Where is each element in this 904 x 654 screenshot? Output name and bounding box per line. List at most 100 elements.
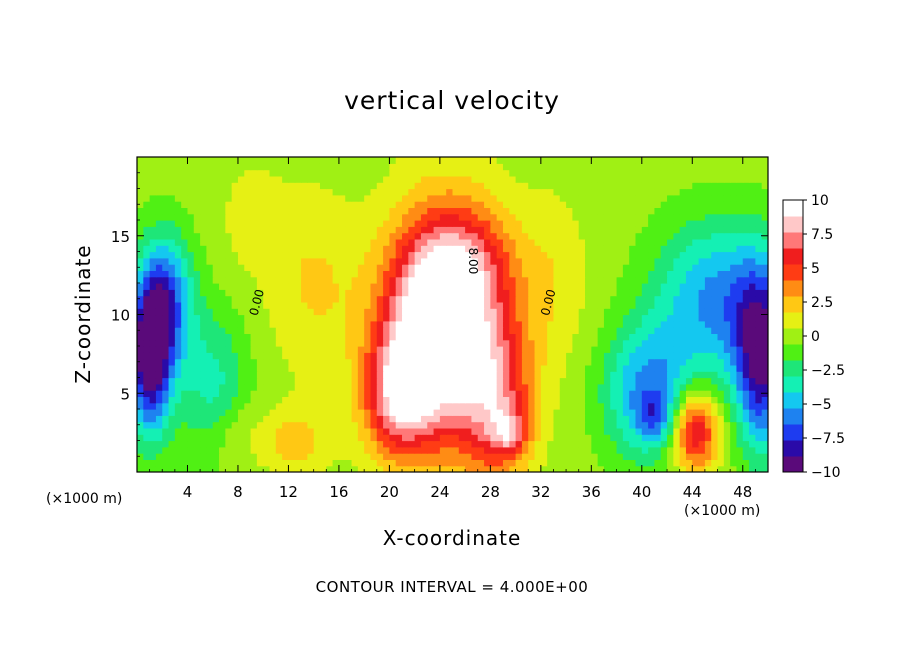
heatmap-cell	[439, 446, 447, 454]
heatmap-cell	[603, 364, 611, 372]
heatmap-cell	[597, 301, 605, 309]
heatmap-cell	[319, 157, 327, 164]
heatmap-cell	[395, 421, 403, 429]
heatmap-cell	[692, 301, 700, 309]
heatmap-cell	[275, 333, 283, 341]
heatmap-cell	[502, 295, 510, 303]
heatmap-cell	[685, 301, 693, 309]
heatmap-cell	[225, 220, 233, 227]
heatmap-cell	[237, 270, 245, 278]
heatmap-cell	[237, 188, 245, 196]
heatmap-cell	[509, 358, 517, 366]
heatmap-cell	[477, 383, 485, 391]
heatmap-cell	[742, 238, 750, 246]
heatmap-cell	[313, 257, 321, 265]
heatmap-cell	[540, 213, 548, 221]
heatmap-cell	[673, 364, 681, 372]
heatmap-cell	[326, 377, 334, 385]
heatmap-cell	[742, 182, 750, 190]
heatmap-cell	[231, 371, 239, 379]
heatmap-cell	[540, 383, 548, 391]
heatmap-cell	[383, 270, 390, 278]
heatmap-cell	[168, 238, 176, 246]
heatmap-cell	[427, 207, 435, 215]
heatmap-cell	[648, 301, 656, 309]
heatmap-cell	[275, 188, 283, 196]
heatmap-cell	[749, 440, 756, 448]
heatmap-cell	[572, 377, 580, 385]
heatmap-cell	[174, 333, 182, 341]
heatmap-cell	[496, 157, 504, 164]
heatmap-cell	[547, 169, 555, 177]
heatmap-cell	[572, 434, 580, 442]
heatmap-cell	[395, 465, 403, 472]
heatmap-cell	[711, 333, 719, 341]
heatmap-cell	[155, 409, 163, 416]
heatmap-cell	[212, 276, 220, 284]
heatmap-cell	[408, 245, 416, 253]
heatmap-cell	[578, 346, 586, 353]
heatmap-cell	[572, 396, 580, 404]
heatmap-cell	[206, 182, 214, 190]
heatmap-cell	[654, 346, 662, 353]
heatmap-cell	[641, 339, 649, 347]
heatmap-cell	[237, 364, 245, 372]
heatmap-cell	[540, 188, 548, 196]
heatmap-cell	[433, 415, 441, 423]
heatmap-cell	[155, 238, 163, 246]
heatmap-cell	[250, 157, 258, 164]
heatmap-cell	[736, 232, 744, 240]
heatmap-cell	[698, 163, 706, 171]
heatmap-cell	[370, 465, 378, 472]
heatmap-cell	[351, 175, 359, 183]
heatmap-cell	[376, 194, 384, 202]
heatmap-cell	[629, 295, 637, 303]
heatmap-cell	[528, 289, 536, 297]
heatmap-cell	[711, 383, 719, 391]
heatmap-cell	[484, 358, 491, 366]
heatmap-cell	[755, 352, 763, 360]
heatmap-cell	[755, 226, 763, 234]
heatmap-cell	[313, 163, 321, 171]
heatmap-cell	[187, 182, 195, 190]
heatmap-cell	[282, 421, 290, 429]
heatmap-cell	[477, 238, 485, 246]
heatmap-cell	[256, 188, 264, 196]
heatmap-cell	[433, 358, 441, 366]
heatmap-cell	[408, 226, 416, 234]
heatmap-cell	[679, 465, 687, 472]
heatmap-cell	[332, 453, 340, 460]
heatmap-cell	[528, 421, 536, 429]
heatmap-cell	[711, 169, 719, 177]
heatmap-cell	[446, 213, 454, 221]
heatmap-cell	[736, 346, 744, 353]
heatmap-cell	[521, 352, 529, 360]
heatmap-cell	[200, 169, 208, 177]
heatmap-cell	[351, 308, 359, 316]
heatmap-cell	[648, 220, 656, 227]
heatmap-cell	[307, 226, 315, 234]
heatmap-cell	[553, 295, 561, 303]
heatmap-cell	[528, 169, 536, 177]
heatmap-cell	[484, 352, 491, 360]
heatmap-cell	[181, 175, 189, 183]
heatmap-cell	[496, 440, 504, 448]
heatmap-cell	[446, 314, 454, 322]
heatmap-cell	[490, 188, 498, 196]
heatmap-cell	[187, 409, 195, 416]
heatmap-cell	[597, 346, 605, 353]
heatmap-cell	[332, 390, 340, 397]
heatmap-cell	[275, 232, 283, 240]
heatmap-cell	[654, 157, 662, 164]
heatmap-cell	[534, 352, 542, 360]
heatmap-cell	[553, 396, 561, 404]
heatmap-cell	[414, 257, 422, 265]
heatmap-cell	[301, 453, 308, 460]
heatmap-cell	[301, 207, 308, 215]
heatmap-cell	[673, 245, 681, 253]
heatmap-cell	[162, 289, 170, 297]
heatmap-cell	[244, 465, 252, 472]
heatmap-cell	[326, 314, 334, 322]
heatmap-cell	[648, 182, 656, 190]
heatmap-cell	[143, 220, 151, 227]
